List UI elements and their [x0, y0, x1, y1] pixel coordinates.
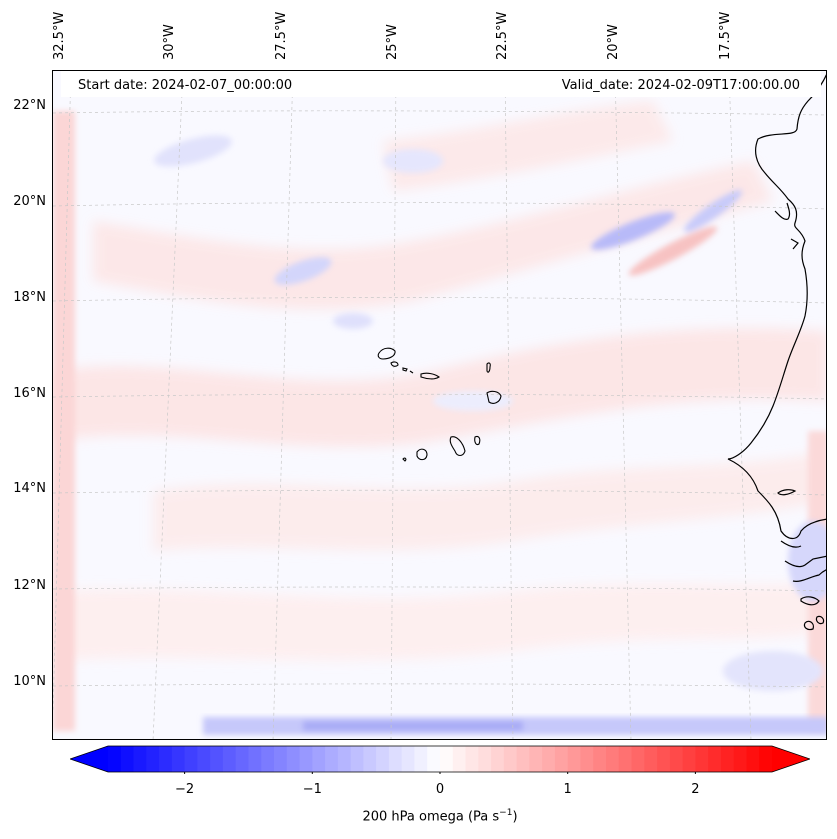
- colorbar-title-exponent: −1: [499, 808, 513, 818]
- graticule: [53, 71, 826, 739]
- colorbar-bin: [427, 746, 441, 772]
- colorbar-title-text: 200 hPa omega (Pa s: [362, 809, 500, 825]
- colorbar-bin: [146, 746, 160, 772]
- colorbar-bin: [171, 746, 186, 772]
- colorbar-tick-label: −1: [302, 782, 322, 797]
- colorbar-bin: [452, 746, 467, 772]
- omega-field: [53, 71, 826, 739]
- colorbar-bin: [108, 746, 122, 772]
- colorbar-bin: [631, 746, 645, 772]
- latitude-tick-label: 12°N: [13, 578, 46, 593]
- colorbar-bin: [248, 746, 262, 772]
- colorbar-bin: [733, 746, 748, 772]
- colorbar-bin: [363, 746, 377, 772]
- longitude-tick-label: 27.5°W: [274, 11, 289, 60]
- colorbar-bin: [120, 746, 135, 772]
- colorbar-bin: [299, 746, 313, 772]
- colorbar-bin: [210, 746, 224, 772]
- colorbar-title-close: ): [512, 809, 518, 825]
- colorbar-bin: [312, 746, 326, 772]
- colorbar-bin: [759, 746, 773, 772]
- colorbar-bin: [580, 746, 594, 772]
- latitude-tick-label: 22°N: [13, 98, 46, 113]
- colorbar-bin: [644, 746, 658, 772]
- colorbar-bin: [235, 746, 250, 772]
- latitude-tick-label: 20°N: [13, 194, 46, 209]
- colorbar-bin: [337, 746, 352, 772]
- colorbar-bin: [401, 746, 416, 772]
- longitude-tick-label: 30°W: [162, 24, 177, 60]
- colorbar-min-extend: [70, 746, 108, 772]
- cape-verde-islands: [377, 347, 502, 462]
- colorbar-bin: [657, 746, 671, 772]
- longitude-tick-label: 25°W: [385, 24, 400, 60]
- colorbar-tick-label: 2: [691, 782, 700, 797]
- colorbar-bin: [529, 746, 543, 772]
- colorbar-bin: [133, 746, 147, 772]
- colorbar-title: 200 hPa omega (Pa s−1): [0, 808, 837, 824]
- colorbar-bin: [478, 746, 492, 772]
- colorbar-bin: [440, 746, 454, 772]
- colorbar-bin: [708, 746, 722, 772]
- longitude-tick-label: 20°W: [606, 24, 621, 60]
- colorbar: [70, 745, 810, 774]
- colorbar-bin: [350, 746, 364, 772]
- colorbar-bin: [720, 746, 735, 772]
- start-date-label: Start date: 2024-02-07_00:00:00: [76, 78, 295, 93]
- map-panel: [52, 70, 827, 740]
- colorbar-bin: [184, 746, 198, 772]
- longitude-tick-label: 17.5°W: [718, 11, 733, 60]
- colorbar-bin: [261, 746, 275, 772]
- longitude-tick-label: 22.5°W: [495, 11, 510, 60]
- colorbar-tick-label: 1: [563, 782, 572, 797]
- latitude-tick-label: 18°N: [13, 290, 46, 305]
- colorbar-bin: [682, 746, 696, 772]
- colorbar-bin: [746, 746, 760, 772]
- valid-date-label: Valid_date: 2024-02-09T17:00:00.00: [559, 78, 802, 93]
- colorbar-bin: [695, 746, 709, 772]
- colorbar-bin: [222, 746, 237, 772]
- longitude-tick-label: 32.5°W: [52, 11, 67, 60]
- colorbar-outline: [70, 745, 810, 773]
- colorbar-bin: [159, 746, 173, 772]
- african-coastline: [727, 74, 826, 631]
- colorbar-bin: [465, 746, 479, 772]
- colorbar-bin: [618, 746, 633, 772]
- colorbar-bin: [274, 746, 288, 772]
- colorbar-bin: [388, 746, 403, 772]
- colorbar-bin: [491, 746, 505, 772]
- colorbar-bin: [503, 746, 518, 772]
- latitude-tick-label: 16°N: [13, 386, 46, 401]
- colorbar-bin: [669, 746, 684, 772]
- colorbar-bin: [606, 746, 620, 772]
- colorbar-bin: [567, 746, 582, 772]
- colorbar-bin: [516, 746, 530, 772]
- colorbar-bin: [593, 746, 607, 772]
- map-canvas: [53, 71, 826, 739]
- colorbar-bin: [542, 746, 556, 772]
- latitude-tick-label: 14°N: [13, 481, 46, 496]
- latitude-tick-label: 10°N: [13, 674, 46, 689]
- colorbar-bin: [325, 746, 339, 772]
- colorbar-bin: [197, 746, 211, 772]
- colorbar-tick-label: 0: [435, 782, 445, 797]
- colorbar-max-extend: [772, 746, 810, 772]
- colorbar-bin: [286, 746, 301, 772]
- colorbar-bin: [414, 746, 428, 772]
- colorbar-bin: [554, 746, 569, 772]
- colorbar-bin: [376, 746, 390, 772]
- colorbar-tick-label: −2: [175, 782, 195, 797]
